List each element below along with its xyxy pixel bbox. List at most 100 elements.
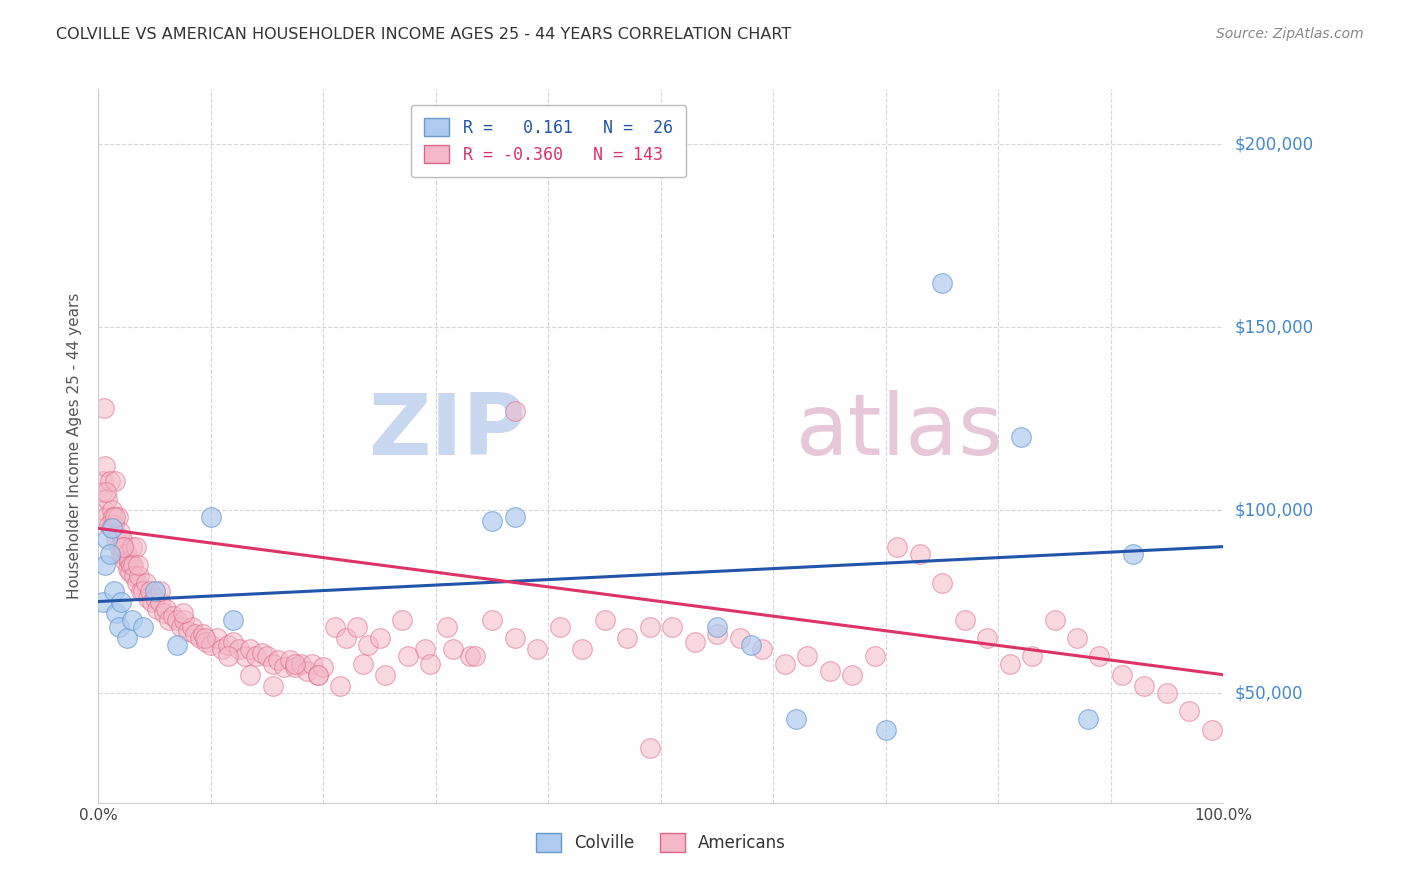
Point — [110, 594, 132, 608]
Point — [118, 554, 141, 568]
Point — [200, 639, 222, 653]
Point — [1122, 547, 1144, 561]
Point — [180, 620, 202, 634]
Point — [818, 664, 841, 678]
Point — [120, 558, 142, 572]
Point — [307, 667, 329, 681]
Point — [976, 631, 998, 645]
Point — [357, 639, 380, 653]
Point — [908, 547, 931, 561]
Point — [222, 613, 245, 627]
Point — [98, 547, 121, 561]
Point — [481, 613, 503, 627]
Point — [124, 540, 146, 554]
Point — [172, 606, 194, 620]
Point — [1111, 667, 1133, 681]
Point — [217, 639, 239, 653]
Point — [953, 613, 976, 627]
Point — [593, 613, 616, 627]
Point — [107, 510, 129, 524]
Point — [728, 631, 751, 645]
Point — [267, 653, 290, 667]
Point — [273, 660, 295, 674]
Point — [863, 649, 886, 664]
Point — [481, 514, 503, 528]
Point — [329, 679, 352, 693]
Point — [141, 594, 163, 608]
Point — [683, 634, 706, 648]
Point — [103, 583, 125, 598]
Point — [301, 657, 323, 671]
Point — [166, 639, 188, 653]
Point — [107, 540, 129, 554]
Point — [706, 620, 728, 634]
Point — [135, 576, 157, 591]
Point — [93, 401, 115, 415]
Point — [250, 646, 273, 660]
Point — [194, 631, 217, 645]
Point — [1043, 613, 1066, 627]
Point — [96, 491, 118, 506]
Point — [262, 657, 284, 671]
Point — [129, 583, 152, 598]
Point — [146, 602, 169, 616]
Point — [117, 561, 139, 575]
Point — [346, 620, 368, 634]
Point — [1010, 430, 1032, 444]
Point — [290, 657, 312, 671]
Point — [239, 667, 262, 681]
Point — [419, 657, 441, 671]
Point — [143, 591, 166, 605]
Point — [128, 569, 150, 583]
Point — [751, 642, 773, 657]
Point — [222, 634, 245, 648]
Point — [100, 521, 122, 535]
Point — [616, 631, 638, 645]
Text: $150,000: $150,000 — [1234, 318, 1313, 336]
Point — [110, 547, 132, 561]
Point — [155, 602, 177, 616]
Point — [122, 558, 145, 572]
Point — [104, 510, 127, 524]
Point — [173, 613, 195, 627]
Point — [661, 620, 683, 634]
Point — [157, 613, 180, 627]
Point — [105, 533, 128, 547]
Point — [503, 404, 526, 418]
Point — [184, 627, 207, 641]
Point — [121, 540, 143, 554]
Point — [132, 583, 155, 598]
Point — [139, 583, 162, 598]
Point — [841, 667, 863, 681]
Point — [740, 639, 762, 653]
Point — [239, 642, 262, 657]
Point — [1088, 649, 1111, 664]
Point — [166, 613, 188, 627]
Point — [323, 620, 346, 634]
Point — [188, 631, 211, 645]
Point — [96, 510, 118, 524]
Point — [162, 609, 184, 624]
Point — [101, 510, 124, 524]
Point — [108, 524, 131, 539]
Point — [177, 624, 200, 638]
Point — [284, 657, 307, 671]
Point — [143, 583, 166, 598]
Point — [152, 606, 174, 620]
Point — [413, 642, 436, 657]
Point — [441, 642, 464, 657]
Point — [1077, 712, 1099, 726]
Point — [1201, 723, 1223, 737]
Point — [1066, 631, 1088, 645]
Point — [195, 634, 218, 648]
Point — [503, 631, 526, 645]
Point — [1156, 686, 1178, 700]
Point — [169, 620, 191, 634]
Point — [101, 503, 124, 517]
Point — [464, 649, 486, 664]
Point — [132, 620, 155, 634]
Point — [125, 576, 148, 591]
Point — [136, 591, 159, 605]
Point — [111, 533, 134, 547]
Point — [112, 547, 135, 561]
